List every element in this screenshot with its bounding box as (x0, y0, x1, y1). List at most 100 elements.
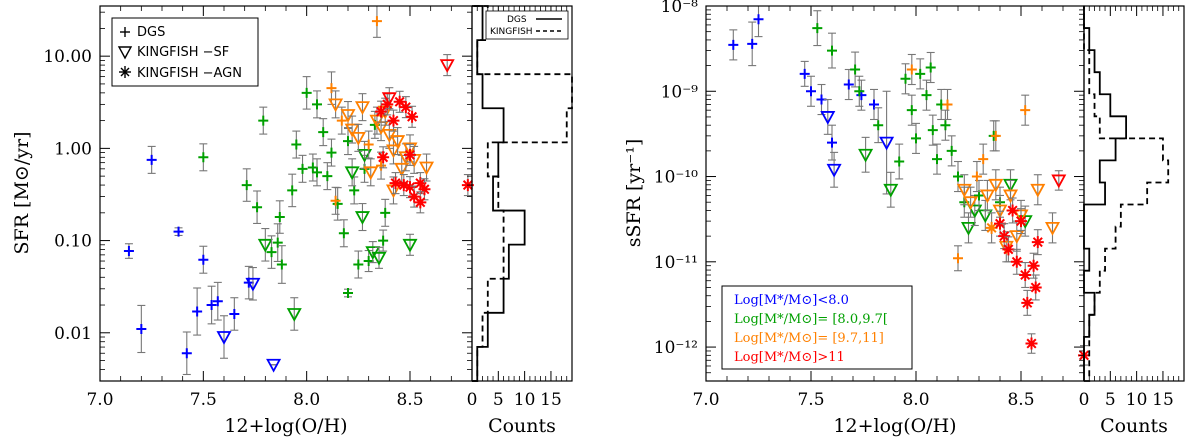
data-point (906, 53, 917, 86)
plus-marker (212, 296, 223, 307)
ssfr-legend-m-lt8: Log[M*/M⊙]<8.0 (734, 293, 849, 308)
plus-marker (322, 171, 333, 182)
data-point (353, 250, 364, 279)
data-point (406, 105, 419, 128)
ssfr-legend: Log[M*/M⊙]<8.0 Log[M*/M⊙]= [8.0,9.7[ Log… (721, 285, 913, 370)
asterisk-marker (381, 98, 394, 111)
data-point (820, 98, 836, 135)
plus-marker (241, 180, 252, 191)
plus-marker (312, 167, 322, 178)
plus-marker (978, 154, 989, 165)
data-point (291, 130, 302, 159)
plus-marker (854, 86, 865, 97)
plus-marker (123, 246, 134, 257)
data-point (1020, 94, 1031, 126)
data-point (381, 87, 397, 110)
triangle-marker (1009, 230, 1025, 245)
x-tick-label: 8.0 (293, 390, 320, 410)
plus-marker (371, 16, 382, 27)
data-point (328, 90, 344, 119)
triangle-marker (328, 98, 344, 113)
plus-marker (363, 256, 374, 267)
asterisk-marker (389, 177, 402, 190)
asterisk-marker (406, 110, 419, 123)
data-point (387, 109, 400, 132)
data-point (354, 203, 370, 232)
data-point (985, 212, 998, 244)
data-point (1029, 274, 1042, 301)
data-point (858, 136, 874, 173)
data-point (322, 162, 333, 191)
data-point (960, 212, 977, 244)
plus-marker (953, 171, 963, 182)
asterisk-marker (397, 179, 410, 192)
data-point (252, 190, 263, 225)
sfr-panel: 7.0 7.5 8.0 8.5 0.01 0.10 1.00 10.00 12+log(O/H… (11, 5, 474, 437)
ssfr-legend-box (721, 285, 913, 370)
plus-marker (276, 259, 287, 270)
plus-marker (753, 14, 764, 25)
plus-marker (827, 45, 837, 56)
data-point (988, 169, 1004, 201)
triangle-marker (988, 178, 1004, 193)
data-point (266, 358, 282, 373)
asterisk-marker (1019, 269, 1032, 282)
triangle-marker (1051, 174, 1067, 189)
data-point (318, 118, 329, 147)
data-point (338, 219, 349, 248)
asterisk-marker (1015, 215, 1027, 228)
data-point (1019, 261, 1032, 289)
data-point (856, 79, 867, 111)
data-point (330, 186, 341, 215)
data-point (371, 6, 382, 38)
plus-marker (747, 38, 758, 49)
plus-marker (181, 348, 192, 359)
triangle-marker (979, 189, 995, 204)
x-tick-label: 0 (467, 390, 478, 410)
plus-marker (318, 127, 329, 138)
plus-marker (326, 83, 337, 94)
y-tick-label: 1.00 (54, 139, 92, 159)
data-point (978, 143, 989, 175)
data-point (286, 297, 302, 331)
data-point (932, 143, 942, 175)
plus-marker (932, 154, 942, 165)
sfr-legend-dgs: DGS (137, 25, 165, 40)
plus-marker (906, 64, 917, 75)
data-point (216, 315, 232, 359)
data-point (1030, 174, 1046, 206)
data-point (181, 331, 192, 376)
plus-marker (338, 228, 349, 239)
data-point (854, 75, 865, 107)
y-tick-label: 10⁻⁹ (661, 82, 699, 102)
data-point (380, 198, 391, 227)
plus-marker (925, 62, 936, 73)
sfr-histogram-frame (471, 5, 573, 382)
data-point (826, 151, 842, 188)
plus-marker (940, 120, 951, 131)
data-point (272, 223, 283, 263)
plus-marker (990, 130, 1001, 141)
ssfr-histogram-frame (1083, 5, 1185, 382)
x-tick-label: 7.5 (797, 390, 824, 410)
triangle-marker (394, 162, 410, 177)
plus-marker (1020, 105, 1031, 116)
x-tick-label: 15 (1152, 390, 1174, 410)
data-point (350, 123, 366, 152)
plus-marker (330, 195, 341, 206)
x-tick-label: 8.5 (396, 390, 423, 410)
data-point (390, 127, 406, 156)
plus-marker (343, 136, 353, 147)
data-point (979, 179, 995, 212)
data-point (206, 285, 217, 325)
data-point (799, 60, 810, 87)
ssfr-xlabel: 12+log(O/H) (833, 415, 956, 437)
asterisk-marker (414, 177, 427, 190)
ssfr-histogram-bars (1083, 6, 1170, 382)
plus-marker (894, 156, 905, 167)
asterisk-marker (418, 183, 431, 196)
asterisk-marker (1021, 296, 1034, 309)
data-point (343, 288, 353, 299)
data-point (229, 297, 240, 331)
